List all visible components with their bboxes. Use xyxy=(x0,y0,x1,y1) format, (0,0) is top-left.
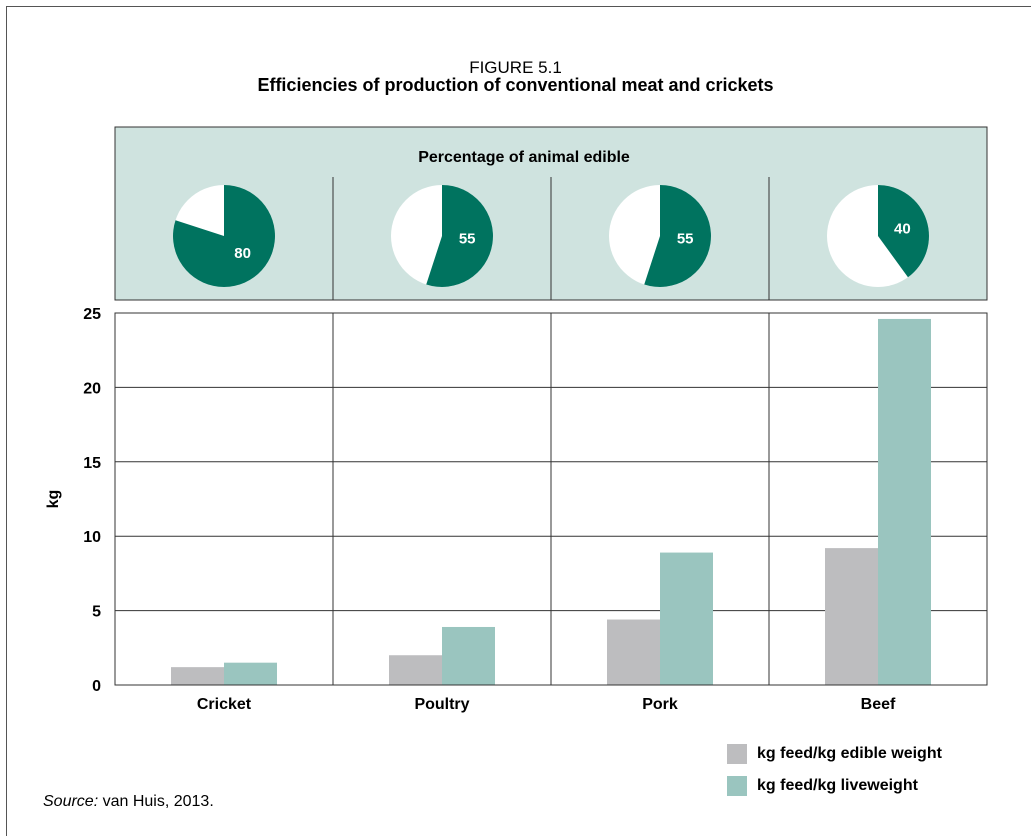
pie-edible-slice xyxy=(644,185,712,288)
y-axis-label: kg xyxy=(45,490,62,509)
figure-frame xyxy=(6,6,1031,836)
bar-cricket-live xyxy=(224,662,277,685)
source-text: van Huis, 2013. xyxy=(98,793,214,810)
y-tick-label: 0 xyxy=(92,678,101,695)
bars xyxy=(171,318,931,685)
legend-item-edible: kg feed/kg edible weight xyxy=(727,744,942,764)
pie-pork: 55 xyxy=(609,185,712,288)
x-tick-label: Cricket xyxy=(197,696,252,713)
bar-poultry-edible xyxy=(389,655,442,685)
y-tick-label: 5 xyxy=(92,604,101,621)
pie-edible-slice xyxy=(172,185,275,288)
bar-pork-live xyxy=(660,552,713,685)
pie-edible-slice xyxy=(878,185,929,278)
figure-label: FIGURE 5.1 xyxy=(469,58,562,77)
bar-dividers xyxy=(332,313,770,685)
source-note: Source: van Huis, 2013. xyxy=(43,793,214,811)
pie-panel-title: Percentage of animal edible xyxy=(418,149,630,166)
pie-cricket: 80 xyxy=(172,185,275,288)
pie-value-label: 55 xyxy=(677,230,694,247)
pie-value-label: 55 xyxy=(459,230,476,247)
bar-poultry-live xyxy=(442,626,495,685)
pie-edible-slice xyxy=(426,185,494,287)
bar-beef-edible xyxy=(825,548,878,685)
pie-beef: 40 xyxy=(827,185,929,287)
legend-swatch-live xyxy=(727,776,747,796)
x-tick-label: Beef xyxy=(861,696,896,713)
pie-dividers xyxy=(332,177,770,300)
pie-poultry: 55 xyxy=(391,185,494,287)
x-tick-label: Pork xyxy=(642,696,678,713)
legend: kg feed/kg edible weight kg feed/kg live… xyxy=(727,744,942,808)
figure-title: Efficiencies of production of convention… xyxy=(257,75,774,95)
pie-value-label: 80 xyxy=(234,245,251,262)
legend-item-live: kg feed/kg liveweight xyxy=(727,776,942,796)
x-tick-labels: Cricket Poultry Pork Beef xyxy=(197,696,896,713)
y-tick-label: 25 xyxy=(83,306,101,323)
y-tick-label: 20 xyxy=(83,380,101,397)
bar-beef-live xyxy=(878,318,931,685)
source-prefix: Source: xyxy=(43,793,99,810)
bar-pork-edible xyxy=(607,619,660,685)
legend-label-live: kg feed/kg liveweight xyxy=(757,777,918,794)
legend-swatch-edible xyxy=(727,744,747,764)
legend-label-edible: kg feed/kg edible weight xyxy=(757,745,942,762)
bar-cricket-edible xyxy=(171,667,224,685)
y-tick-label: 15 xyxy=(83,455,101,472)
bar-plot-border xyxy=(114,312,988,686)
x-tick-label: Poultry xyxy=(414,696,469,713)
pies: 80 55 55 40 xyxy=(172,185,929,288)
y-tick-label: 10 xyxy=(83,529,101,546)
y-tick-labels: 0 5 10 15 20 25 xyxy=(83,306,101,695)
pie-value-label: 40 xyxy=(894,220,911,237)
